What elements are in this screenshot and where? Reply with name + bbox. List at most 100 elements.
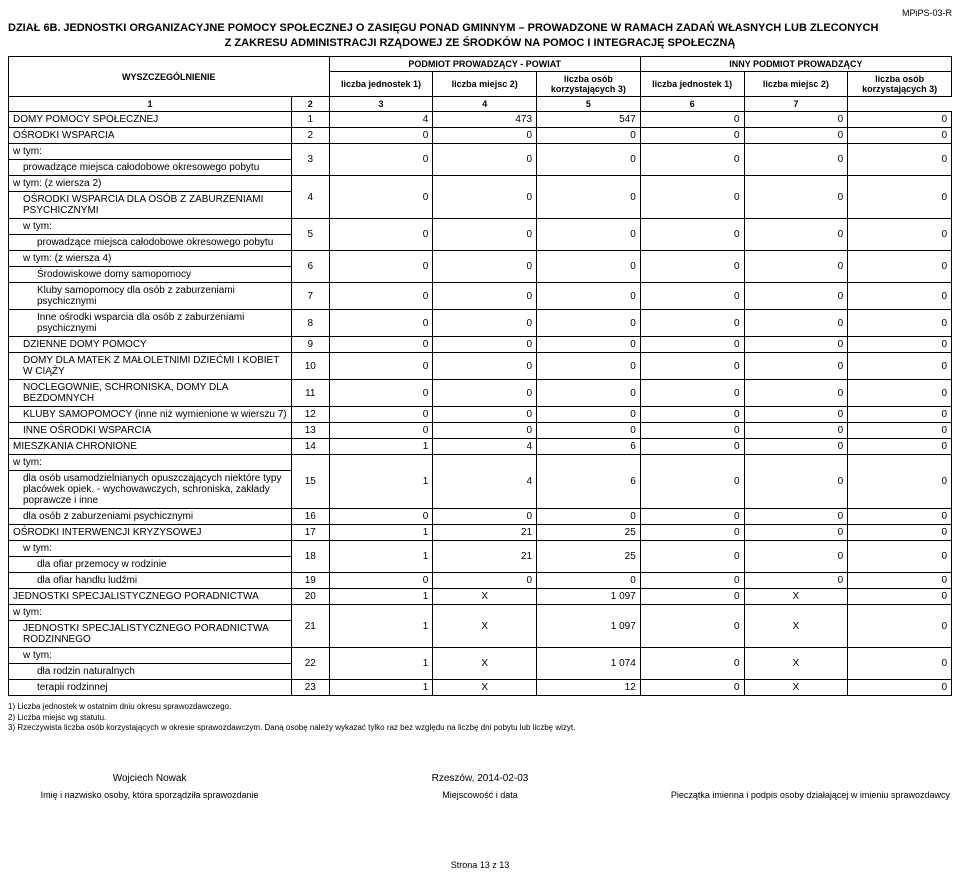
page-footer: Strona 13 z 13: [8, 860, 952, 870]
cell: 0: [640, 525, 744, 541]
cell: 0: [640, 605, 744, 648]
cell: 0: [848, 589, 952, 605]
header-powiat: PODMIOT PROWADZĄCY - POWIAT: [329, 57, 640, 72]
cell: 0: [537, 353, 641, 380]
cell: 0: [848, 648, 952, 680]
cell: 0: [537, 283, 641, 310]
footnote-3: 3) Rzeczywista liczba osób korzystającyc…: [8, 723, 952, 733]
cell: 6: [537, 439, 641, 455]
cell: 0: [848, 423, 952, 439]
cell: 0: [329, 573, 433, 589]
cell: 0: [848, 509, 952, 525]
author-name: Wojciech Nowak: [8, 773, 291, 784]
row-label: terapii rodzinnej: [9, 680, 292, 696]
section-title-2: Z ZAKRESU ADMINISTRACJI RZĄDOWEJ ZE ŚROD…: [8, 36, 952, 50]
row-label: prowadzące miejsca całodobowe okresowego…: [9, 235, 292, 251]
cell: 0: [537, 573, 641, 589]
cell: 0: [433, 176, 537, 219]
cell: 0: [744, 283, 848, 310]
row-num: 16: [291, 509, 329, 525]
cell: 0: [433, 251, 537, 283]
cell: 0: [329, 337, 433, 353]
cell: 4: [433, 455, 537, 509]
cell: 0: [744, 251, 848, 283]
row-label: w tym:: [9, 541, 292, 557]
cell: 0: [848, 112, 952, 128]
row-label: dla ofiar handlu ludźmi: [9, 573, 292, 589]
cell: 0: [640, 337, 744, 353]
row-label: w tym: (z wiersza 4): [9, 251, 292, 267]
cell: 0: [744, 310, 848, 337]
cell: 473: [433, 112, 537, 128]
cell: 0: [744, 112, 848, 128]
row-num: 13: [291, 423, 329, 439]
cell: 0: [640, 283, 744, 310]
signature-row: Wojciech Nowak Imię i nazwisko osoby, kt…: [8, 773, 952, 800]
row-num: 20: [291, 589, 329, 605]
cell: 21: [433, 541, 537, 573]
row-label: w tym:: [9, 144, 292, 160]
cell: 4: [329, 112, 433, 128]
cell: 0: [329, 310, 433, 337]
row-num: 7: [291, 283, 329, 310]
cell: 0: [433, 219, 537, 251]
row-label: DOMY DLA MATEK Z MAŁOLETNIMI DZIEĆMI I K…: [9, 353, 292, 380]
row-num: 6: [291, 251, 329, 283]
signature-stamp: Pieczątka imienna i podpis osoby działaj…: [669, 773, 952, 800]
cell: 0: [433, 509, 537, 525]
cell: 0: [433, 573, 537, 589]
cell: 0: [848, 605, 952, 648]
row-label: w tym:: [9, 455, 292, 471]
header-inny: INNY PODMIOT PROWADZĄCY: [640, 57, 951, 72]
cell: 0: [640, 353, 744, 380]
signature-place: Rzeszów, 2014-02-03 Miejscowość i data: [338, 773, 621, 800]
cell: 0: [433, 283, 537, 310]
cell: 0: [433, 407, 537, 423]
colnum-4: 4: [433, 97, 537, 112]
cell: X: [433, 648, 537, 680]
colnum-1: 1: [9, 97, 292, 112]
header-osob-2: liczba osób korzystających 3): [848, 72, 952, 97]
cell: 4: [433, 439, 537, 455]
author-desc: Imię i nazwisko osoby, która sporządziła…: [8, 790, 291, 800]
cell: 0: [744, 525, 848, 541]
cell: 0: [744, 455, 848, 509]
cell: 0: [640, 509, 744, 525]
cell: 0: [329, 144, 433, 176]
cell: X: [433, 680, 537, 696]
colnum-5: 5: [537, 97, 641, 112]
cell: 0: [848, 680, 952, 696]
header-wyszczegolnienie: WYSZCZEGÓLNIENIE: [9, 57, 330, 97]
cell: 0: [640, 310, 744, 337]
cell: 0: [848, 525, 952, 541]
cell: 0: [537, 128, 641, 144]
cell: X: [744, 589, 848, 605]
row-label: Kluby samopomocy dla osób z zaburzeniami…: [9, 283, 292, 310]
row-label: dla rodzin naturalnych: [9, 664, 292, 680]
row-label: dla ofiar przemocy w rodzinie: [9, 557, 292, 573]
row-num: 4: [291, 176, 329, 219]
cell: 0: [848, 128, 952, 144]
row-label: NOCLEGOWNIE, SCHRONISKA, DOMY DLA BEZDOM…: [9, 380, 292, 407]
footnote-1: 1) Liczba jednostek w ostatnim dniu okre…: [8, 702, 952, 712]
cell: 0: [537, 251, 641, 283]
row-num: 12: [291, 407, 329, 423]
row-label: prowadzące miejsca całodobowe okresowego…: [9, 160, 292, 176]
row-label: KLUBY SAMOPOMOCY (inne niż wymienione w …: [9, 407, 292, 423]
data-table: WYSZCZEGÓLNIENIE PODMIOT PROWADZĄCY - PO…: [8, 56, 952, 696]
cell: 0: [640, 112, 744, 128]
row-label: INNE OŚRODKI WSPARCIA: [9, 423, 292, 439]
cell: 0: [433, 128, 537, 144]
cell: 1: [329, 680, 433, 696]
cell: 0: [329, 219, 433, 251]
cell: 0: [537, 337, 641, 353]
cell: 0: [744, 541, 848, 573]
cell: 0: [640, 680, 744, 696]
section-number: DZIAŁ 6B.: [8, 22, 61, 34]
cell: 0: [848, 144, 952, 176]
cell: 0: [329, 353, 433, 380]
row-label: dla osób z zaburzeniami psychicznymi: [9, 509, 292, 525]
cell: 25: [537, 541, 641, 573]
cell: 0: [848, 251, 952, 283]
cell: X: [433, 605, 537, 648]
